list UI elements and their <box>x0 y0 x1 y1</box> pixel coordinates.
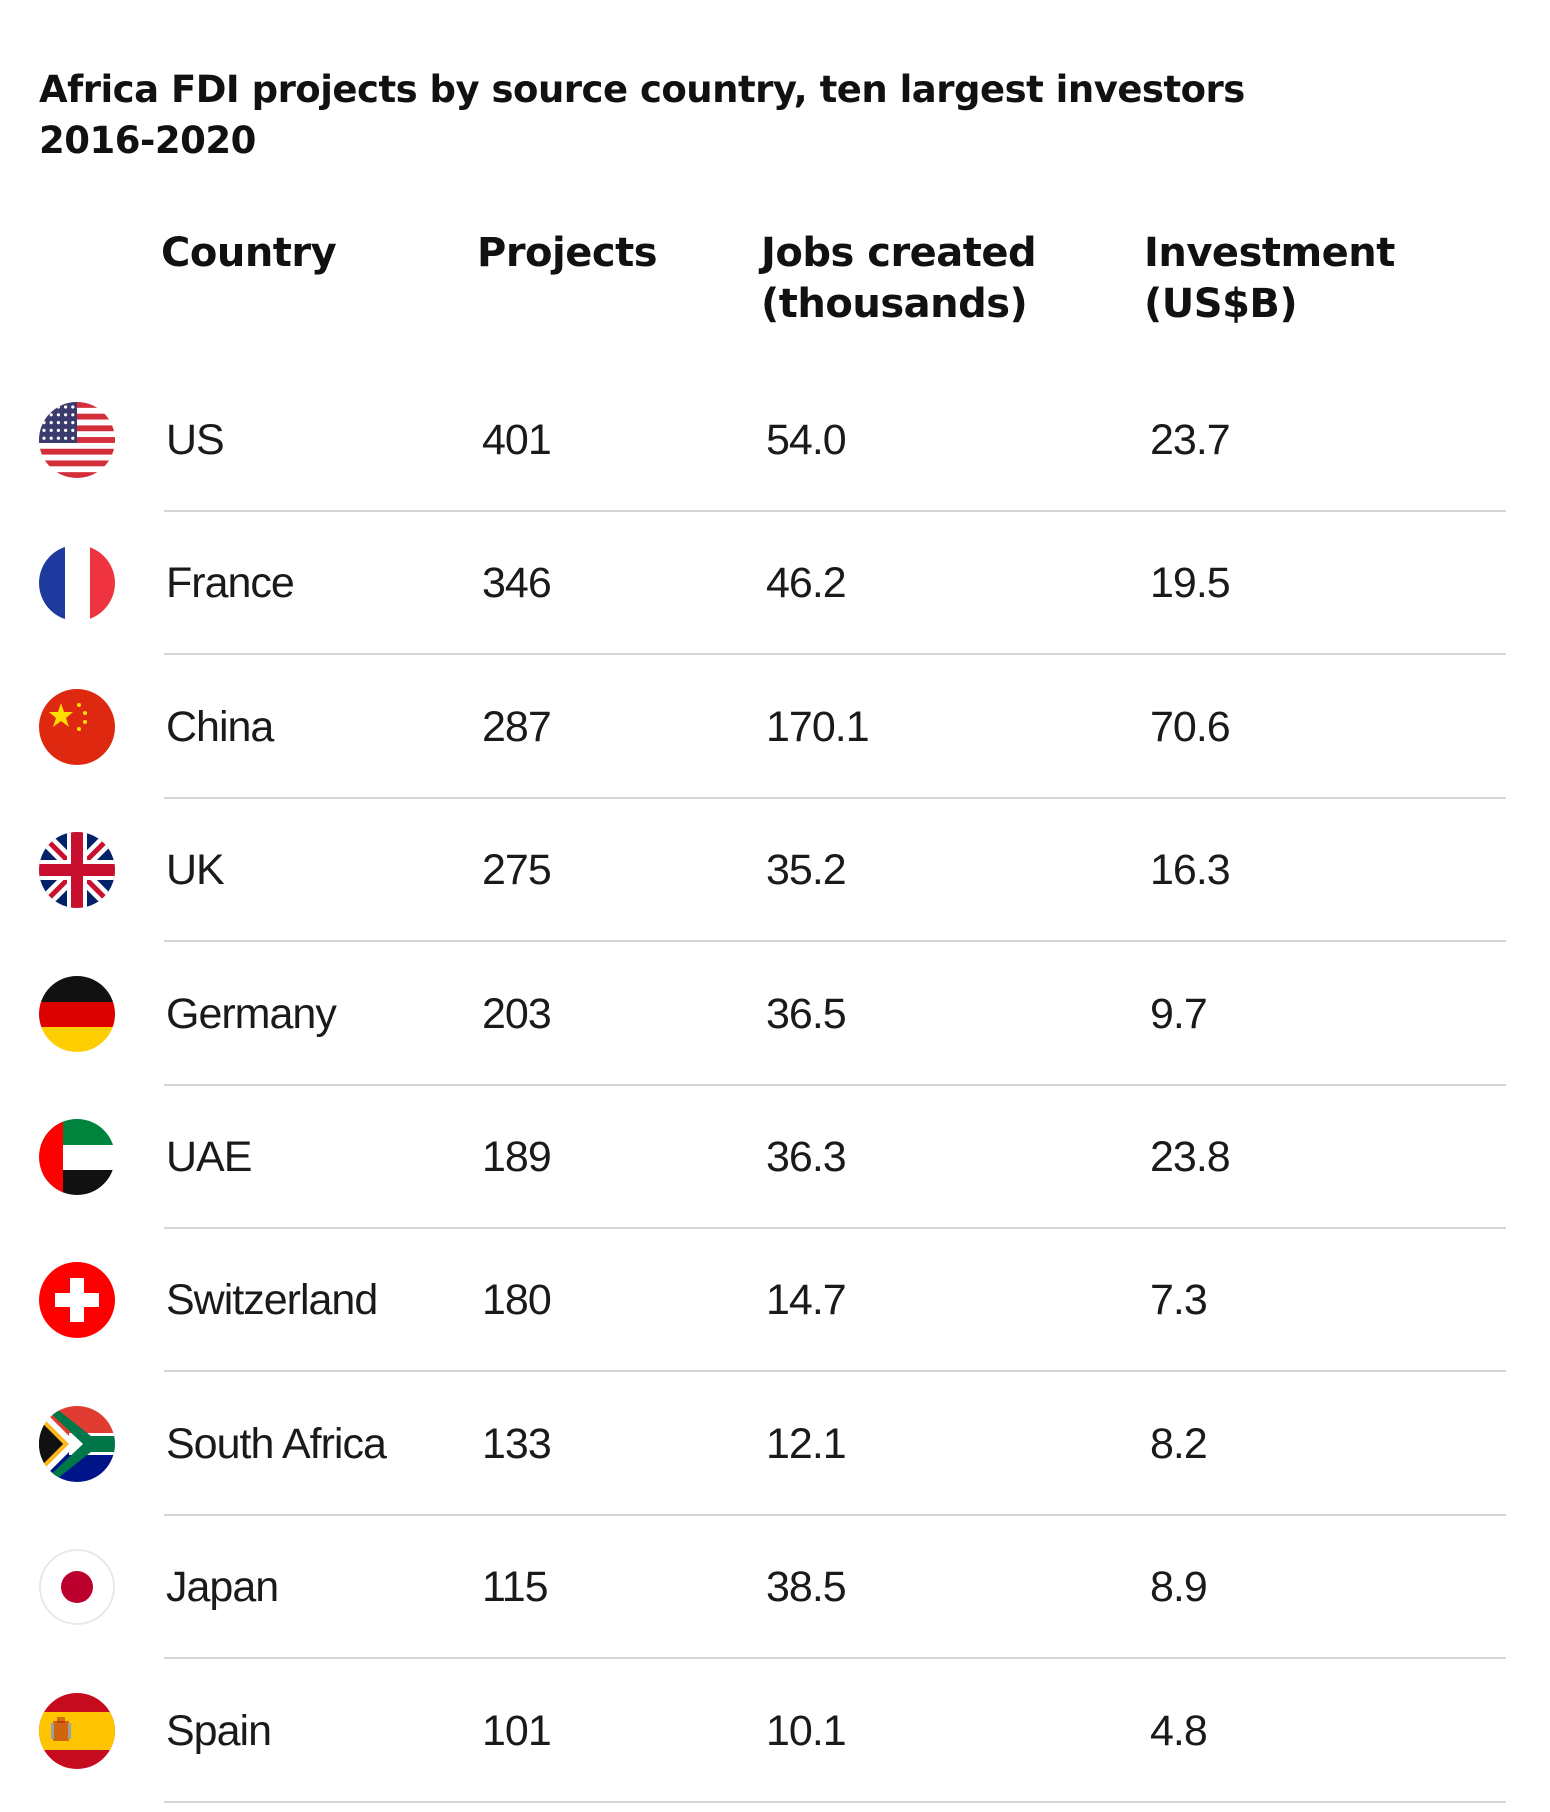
row-divider <box>164 1083 1506 1086</box>
projects-cell: 275 <box>482 846 552 895</box>
page-title: Africa FDI projects by source country, t… <box>39 64 1439 166</box>
row-divider <box>164 1370 1506 1373</box>
row-divider <box>164 1227 1506 1229</box>
row-divider <box>164 510 1506 512</box>
projects-cell: 287 <box>482 702 552 751</box>
header-investment-label-line-2: (US$B) <box>1144 281 1298 327</box>
projects-cell: 133 <box>482 1419 552 1468</box>
france-flag-icon <box>39 545 115 622</box>
us-flag-icon <box>39 402 115 478</box>
country-cell: China <box>166 702 274 751</box>
investment-cell: 7.3 <box>1150 1276 1208 1325</box>
investment-cell: 70.6 <box>1150 702 1231 751</box>
country-cell: Germany <box>166 989 337 1038</box>
column-header-investment: Investment (US$B) <box>1144 228 1395 330</box>
row-divider <box>164 653 1506 656</box>
jobs-cell: 46.2 <box>766 559 847 608</box>
projects-cell: 115 <box>482 1563 549 1612</box>
row-divider <box>164 796 1506 799</box>
country-cell: Spain <box>166 1706 272 1755</box>
jobs-cell: 38.5 <box>766 1563 847 1612</box>
jobs-cell: 10.1 <box>766 1706 847 1755</box>
projects-cell: 101 <box>482 1706 552 1755</box>
japan-flag-icon <box>39 1549 115 1626</box>
table-row: Japan 115 38.5 8.9 <box>0 1525 1550 1668</box>
table-row: UK 275 35.2 16.3 <box>0 808 1550 951</box>
country-cell: UK <box>166 846 225 895</box>
investment-cell: 16.3 <box>1150 846 1231 895</box>
investment-cell: 8.2 <box>1150 1419 1208 1468</box>
investment-cell: 19.5 <box>1150 559 1231 608</box>
column-header-projects: Projects <box>477 228 658 279</box>
header-jobs-label-line-1: Jobs created <box>761 230 1037 276</box>
investment-cell: 23.8 <box>1150 1133 1231 1181</box>
investment-cell: 23.7 <box>1150 416 1231 464</box>
row-divider <box>164 940 1506 943</box>
spain-flag-icon <box>39 1692 115 1769</box>
table-row: France 346 46.2 19.5 <box>0 521 1550 664</box>
china-flag-icon <box>39 688 115 765</box>
jobs-cell: 36.5 <box>766 989 847 1038</box>
jobs-cell: 35.2 <box>766 846 847 895</box>
uk-flag-icon <box>39 832 115 909</box>
jobs-cell: 14.7 <box>766 1276 847 1325</box>
table-row: South Africa 133 12.1 8.2 <box>0 1382 1550 1525</box>
jobs-cell: 12.1 <box>766 1419 847 1468</box>
switzerland-flag-icon <box>39 1262 115 1339</box>
investment-cell: 9.7 <box>1150 989 1208 1038</box>
column-header-country: Country <box>161 228 337 279</box>
projects-cell: 346 <box>482 559 552 608</box>
country-cell: US <box>166 416 225 464</box>
jobs-cell: 54.0 <box>766 416 847 464</box>
projects-cell: 203 <box>482 989 552 1038</box>
table-row: Switzerland 180 14.7 7.3 <box>0 1238 1550 1381</box>
country-cell: South Africa <box>166 1419 387 1468</box>
jobs-cell: 170.1 <box>766 702 870 751</box>
country-cell: France <box>166 559 295 608</box>
row-divider <box>164 1513 1506 1516</box>
country-cell: UAE <box>166 1133 252 1181</box>
title-line-1: Africa FDI projects by source country, t… <box>39 68 1245 111</box>
title-line-2: 2016-2020 <box>39 119 256 162</box>
row-divider <box>164 1657 1506 1660</box>
projects-cell: 189 <box>482 1133 552 1181</box>
table-row: US 401 54.0 23.7 <box>0 378 1550 521</box>
country-cell: Japan <box>166 1563 279 1612</box>
projects-cell: 401 <box>482 416 552 464</box>
table-row: China 287 170.1 70.6 <box>0 665 1550 808</box>
jobs-cell: 36.3 <box>766 1133 847 1181</box>
south-africa-flag-icon <box>39 1405 115 1482</box>
table-row: Spain 101 10.1 4.8 <box>0 1669 1550 1812</box>
header-investment-label-line-1: Investment <box>1144 230 1395 276</box>
investment-cell: 4.8 <box>1150 1706 1208 1755</box>
country-cell: Switzerland <box>166 1276 378 1325</box>
row-divider <box>164 1800 1506 1803</box>
header-projects-label: Projects <box>477 230 658 276</box>
table-row: UAE 189 36.3 23.8 <box>0 1095 1550 1238</box>
table-row: Germany 203 36.5 9.7 <box>0 952 1550 1095</box>
projects-cell: 180 <box>482 1276 552 1325</box>
uae-flag-icon <box>39 1119 115 1195</box>
germany-flag-icon <box>39 975 115 1052</box>
column-header-jobs: Jobs created (thousands) <box>761 228 1037 330</box>
investment-cell: 8.9 <box>1150 1563 1208 1612</box>
header-jobs-label-line-2: (thousands) <box>761 281 1028 327</box>
header-country-label: Country <box>161 230 337 276</box>
